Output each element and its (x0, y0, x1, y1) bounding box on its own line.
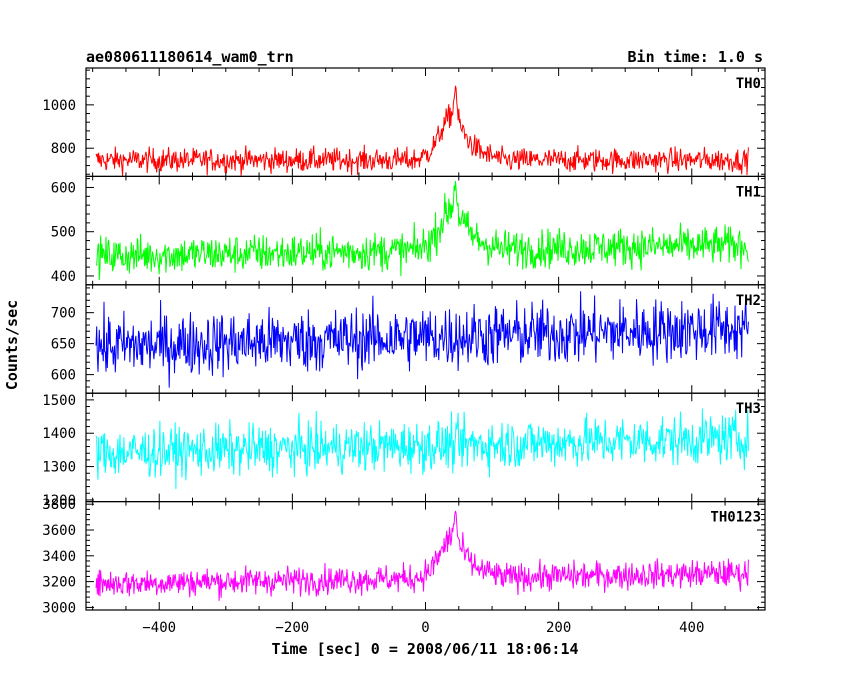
panel-label-th3: TH3 (736, 401, 761, 417)
series-th3 (95, 408, 749, 490)
y-tick-label: 500 (51, 225, 76, 241)
chart-title: ae080611180614_wam0_trn (86, 48, 294, 66)
y-tick-label: 3400 (42, 549, 76, 565)
y-tick-label: 600 (51, 368, 76, 384)
panel-frame-th1 (85, 175, 766, 286)
x-tick-label: 200 (546, 620, 571, 636)
y-tick-label: 1200 (42, 493, 76, 509)
y-tick-label: 600 (51, 180, 76, 196)
y-tick-label: 3000 (42, 600, 76, 616)
x-tick-label: 0 (421, 620, 429, 636)
y-tick-label: 3800 (42, 497, 76, 513)
y-axis-label: Counts/sec (3, 300, 21, 390)
panel-label-th0: TH0 (736, 76, 761, 92)
x-tick-label: 400 (679, 620, 704, 636)
panel-label-th0123: TH0123 (710, 510, 761, 526)
series-th1 (95, 180, 749, 281)
series-th0 (95, 85, 749, 176)
y-tick-label: 3200 (42, 575, 76, 591)
panels-group: 800 1000 TH0 400 500 600 TH1 600 650 700 TH2 1200 13… (42, 67, 766, 636)
y-tick-label: 800 (51, 141, 76, 157)
x-axis-label: Time [sec] 0 = 2008/06/11 18:06:14 (271, 640, 578, 658)
y-tick-label: 1400 (42, 426, 76, 442)
panel-frame-th0123 (85, 501, 766, 611)
panel-label-th2: TH2 (736, 293, 761, 309)
y-tick-label: 650 (51, 337, 76, 353)
bin-time-label: Bin time: 1.0 s (628, 48, 763, 66)
x-tick-label: −400 (142, 620, 176, 636)
series-th2 (95, 291, 749, 388)
y-tick-label: 1300 (42, 460, 76, 476)
y-tick-label: 1500 (42, 393, 76, 409)
y-tick-label: 1000 (42, 98, 76, 114)
series-th0123 (95, 510, 749, 601)
y-tick-label: 3600 (42, 523, 76, 539)
x-tick-label: −200 (276, 620, 310, 636)
panel-label-th1: TH1 (736, 184, 761, 200)
y-tick-label: 700 (51, 306, 76, 322)
y-tick-label: 400 (51, 269, 76, 285)
